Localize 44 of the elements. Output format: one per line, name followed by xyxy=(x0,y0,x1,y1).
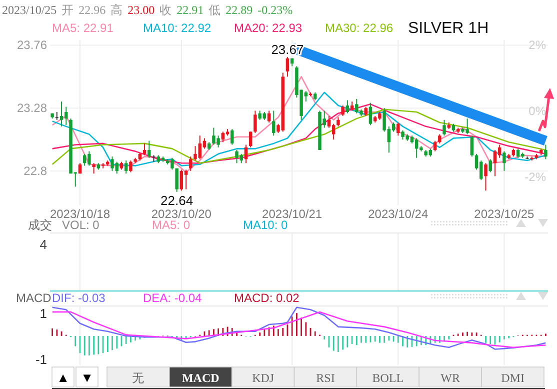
text: 无 xyxy=(132,371,144,385)
text: 22.91 xyxy=(176,3,204,17)
x-tick-label: 2023/10/18 xyxy=(50,207,110,221)
x-tick-label: 2023/10/20 xyxy=(151,207,212,221)
text: 22.96 xyxy=(78,3,106,17)
text: MA30: 22.96 xyxy=(325,21,394,35)
text: KDJ xyxy=(252,371,274,385)
text: MA20: 22.93 xyxy=(234,21,302,35)
y-tick-label: 1 xyxy=(40,306,47,322)
y-tick-label: 22.8 xyxy=(24,164,48,178)
text: ▼ xyxy=(80,370,94,385)
x-tick-label: 2023/10/25 xyxy=(474,207,535,221)
text: 4 xyxy=(40,237,47,252)
text: ▲ xyxy=(56,370,70,385)
text: MA10: 22.92 xyxy=(143,21,212,35)
y-tick-label: -1 xyxy=(35,352,47,367)
y-axis-title: MACD xyxy=(16,291,52,305)
text: MA10: 0 xyxy=(243,218,288,232)
text: -0.23% xyxy=(258,3,293,17)
text: WR xyxy=(440,371,460,385)
text: 收 xyxy=(160,3,172,17)
x-tick-label: 2023/10/24 xyxy=(368,207,428,221)
text: DMI xyxy=(501,371,524,385)
text: VOL: 0 xyxy=(62,218,100,232)
text: MACD xyxy=(182,371,220,385)
y-tick-label: 23.28 xyxy=(16,101,48,116)
text: DEA: -0.04 xyxy=(143,291,202,305)
text: 23.00 xyxy=(128,3,155,17)
text: 2023/10/25 xyxy=(2,3,57,17)
text: MA5: 0 xyxy=(152,218,190,232)
chart-title: SILVER 1H xyxy=(408,20,489,37)
text: 开 xyxy=(62,3,74,17)
text: 高 xyxy=(110,3,123,17)
text: BOLL xyxy=(372,371,404,385)
x-tick-label: 2023/10/21 xyxy=(262,207,322,221)
series-label: MACD: 0.02 xyxy=(234,291,300,305)
text: RSI xyxy=(316,371,335,385)
text: 低 xyxy=(208,3,221,17)
y-tick-label: 23.76 xyxy=(16,38,48,52)
series-label: DIF: -0.03 xyxy=(52,291,106,305)
text: 成交 xyxy=(28,218,52,232)
text: MA5: 22.91 xyxy=(52,21,114,35)
text: 22.89 xyxy=(226,3,253,17)
annotation: 22.64 xyxy=(160,192,194,208)
